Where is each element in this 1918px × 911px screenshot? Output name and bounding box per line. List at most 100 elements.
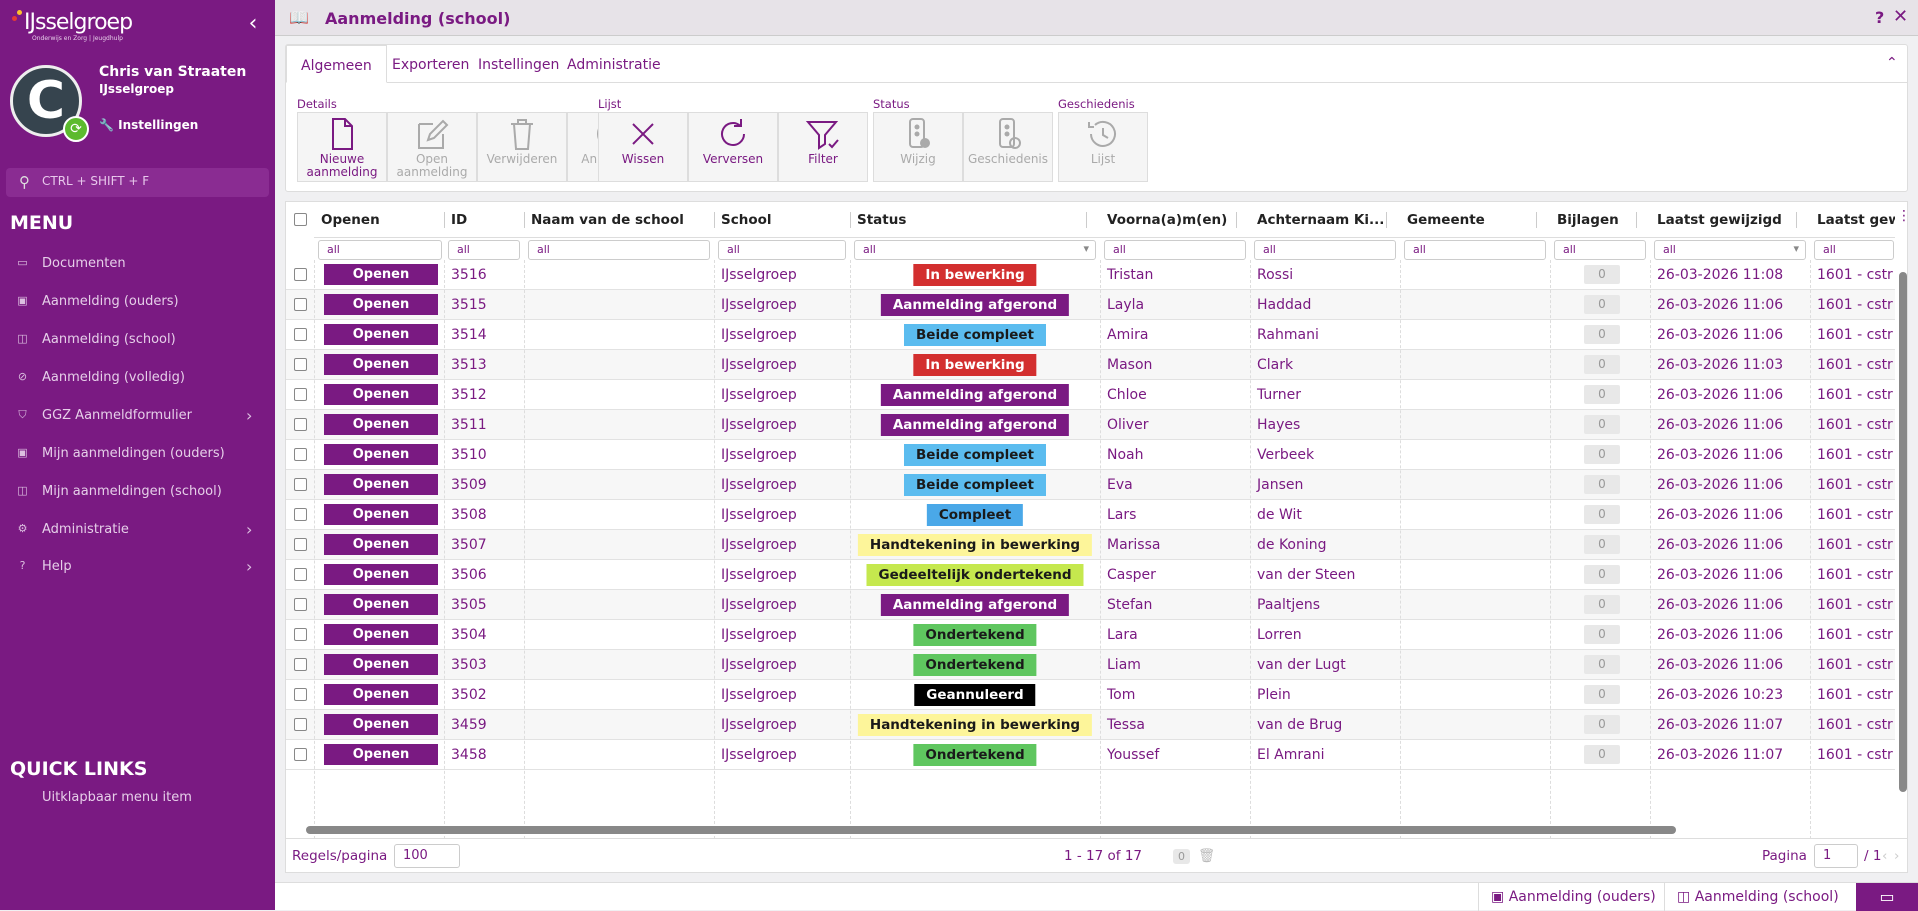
sidebar-item-aanmelding-school[interactable]: ◫ Aanmelding (school) xyxy=(0,322,275,358)
open-row-button[interactable]: Openen xyxy=(324,534,438,555)
column-header-openen[interactable]: Openen xyxy=(314,202,444,238)
open-row-button[interactable]: Openen xyxy=(324,414,438,435)
tab-administratie[interactable]: Administratie xyxy=(567,57,661,73)
avatar[interactable]: C xyxy=(10,65,82,137)
filter-laatst-gewijzigd[interactable]: all ▾ xyxy=(1654,240,1806,260)
change-status-button[interactable]: Wijzig xyxy=(873,112,963,182)
collapse-sidebar-chevron-icon[interactable]: ‹ xyxy=(248,11,258,36)
filter-laatst-gew[interactable]: all xyxy=(1814,240,1894,260)
filter-id[interactable]: all xyxy=(448,240,520,260)
filter-gemeente[interactable]: all xyxy=(1404,240,1546,260)
history-list-button[interactable]: Lijst xyxy=(1058,112,1148,182)
table-row[interactable]: Openen 3504 IJsselgroep Ondertekend Lara Lorr… xyxy=(286,620,1895,650)
filter-button[interactable]: Filter xyxy=(778,112,868,182)
open-row-button[interactable]: Openen xyxy=(324,744,438,765)
column-header-voornaam[interactable]: Voorna(a)m(en) xyxy=(1100,202,1250,238)
filter-school[interactable]: all xyxy=(718,240,846,260)
open-row-button[interactable]: Openen xyxy=(324,264,438,285)
row-checkbox[interactable] xyxy=(294,478,307,491)
bottom-tab-aanmelding-school[interactable]: ◫ Aanmelding (school) xyxy=(1664,883,1851,911)
tab-algemeen[interactable]: Algemeen xyxy=(286,45,387,83)
row-checkbox[interactable] xyxy=(294,628,307,641)
column-header-bijlagen[interactable]: Bijlagen xyxy=(1550,202,1650,238)
settings-link[interactable]: 🔧 Instellingen xyxy=(99,118,198,132)
open-row-button[interactable]: Openen xyxy=(324,654,438,675)
help-button[interactable]: ? xyxy=(1875,8,1885,27)
open-row-button[interactable]: Openen xyxy=(324,504,438,525)
filter-status[interactable]: all ▾ xyxy=(854,240,1096,260)
table-row[interactable]: Openen 3505 IJsselgroep Aanmelding afgerond… xyxy=(286,590,1895,620)
select-all-checkbox[interactable] xyxy=(294,213,307,226)
filter-naam-school[interactable]: all xyxy=(528,240,710,260)
collapse-ribbon-icon[interactable]: ⌃ xyxy=(1886,55,1898,71)
refresh-button[interactable]: Verversen xyxy=(688,112,778,182)
filter-achternaam[interactable]: all xyxy=(1254,240,1396,260)
column-header-id[interactable]: ID xyxy=(444,202,524,238)
row-checkbox[interactable] xyxy=(294,538,307,551)
table-row[interactable]: Openen 3507 IJsselgroep Handtekening in bew… xyxy=(286,530,1895,560)
table-row[interactable]: Openen 3458 IJsselgroep Ondertekend Youssef E… xyxy=(286,740,1895,770)
table-row[interactable]: Openen 3509 IJsselgroep Beide compleet Eva Ja… xyxy=(286,470,1895,500)
sidebar-item-mijn-aanmeldingen-school[interactable]: ◫ Mijn aanmeldingen (school) xyxy=(0,474,275,510)
logo[interactable]: IJsselgroep Onderwijs en Zorg | Jeugdhul… xyxy=(8,6,133,44)
column-header-school[interactable]: School xyxy=(714,202,850,238)
row-checkbox[interactable] xyxy=(294,568,307,581)
table-row[interactable]: Openen 3510 IJsselgroep Beide compleet Noah V… xyxy=(286,440,1895,470)
table-row[interactable]: Openen 3503 IJsselgroep Ondertekend Liam van … xyxy=(286,650,1895,680)
column-header-laatst-gewijzigd[interactable]: Laatst gewijzigd xyxy=(1650,202,1810,238)
row-checkbox[interactable] xyxy=(294,748,307,761)
filter-bijlagen[interactable]: all xyxy=(1554,240,1646,260)
row-checkbox[interactable] xyxy=(294,418,307,431)
row-checkbox[interactable] xyxy=(294,598,307,611)
row-checkbox[interactable] xyxy=(294,328,307,341)
table-row[interactable]: Openen 3502 IJsselgroep Geannuleerd Tom Plein… xyxy=(286,680,1895,710)
page-input[interactable]: 1 xyxy=(1814,844,1858,868)
open-row-button[interactable]: Openen xyxy=(324,594,438,615)
trash-icon[interactable]: 🗑 xyxy=(1198,848,1216,864)
open-row-button[interactable]: Openen xyxy=(324,324,438,345)
open-row-button[interactable]: Openen xyxy=(324,624,438,645)
table-row[interactable]: Openen 3514 IJsselgroep Beide compleet Amira… xyxy=(286,320,1895,350)
sidebar-item-documenten[interactable]: ▭ Documenten xyxy=(0,246,275,282)
sidebar-item-help[interactable]: ? Help › xyxy=(0,549,275,585)
tab-instellingen[interactable]: Instellingen xyxy=(478,57,560,73)
row-checkbox[interactable] xyxy=(294,448,307,461)
row-checkbox[interactable] xyxy=(294,718,307,731)
column-header-naam-school[interactable]: Naam van de school xyxy=(524,202,714,238)
row-checkbox[interactable] xyxy=(294,688,307,701)
monitor-icon[interactable]: ▭ xyxy=(1856,883,1918,911)
prev-page-icon[interactable]: ‹ xyxy=(1882,848,1888,864)
column-header-laatst-gew[interactable]: Laatst gew xyxy=(1810,202,1895,238)
table-row[interactable]: Openen 3512 IJsselgroep Aanmelding afgerond… xyxy=(286,380,1895,410)
table-row[interactable]: Openen 3515 IJsselgroep Aanmelding afgerond… xyxy=(286,290,1895,320)
column-header-gemeente[interactable]: Gemeente xyxy=(1400,202,1550,238)
sidebar-item-ggz[interactable]: ⛉ GGZ Aanmeldformulier › xyxy=(0,398,275,434)
clear-button[interactable]: Wissen xyxy=(598,112,688,182)
column-menu-icon[interactable]: ⋮ xyxy=(1897,208,1911,224)
row-checkbox[interactable] xyxy=(294,358,307,371)
close-button[interactable]: ✕ xyxy=(1893,6,1909,27)
vertical-scrollbar[interactable] xyxy=(1899,272,1907,792)
table-row[interactable]: Openen 3506 IJsselgroep Gedeeltelijk ondert… xyxy=(286,560,1895,590)
next-page-icon[interactable]: › xyxy=(1894,848,1900,864)
column-header-achternaam[interactable]: Achternaam Ki... xyxy=(1250,202,1400,238)
row-checkbox[interactable] xyxy=(294,508,307,521)
open-row-button[interactable]: Openen xyxy=(324,294,438,315)
bottom-tab-aanmelding-ouders[interactable]: ▣ Aanmelding (ouders) xyxy=(1478,883,1668,911)
open-row-button[interactable]: Openen xyxy=(324,714,438,735)
sidebar-item-mijn-aanmeldingen-ouders[interactable]: ▣ Mijn aanmeldingen (ouders) xyxy=(0,436,275,472)
table-row[interactable]: Openen 3459 IJsselgroep Handtekening in bew… xyxy=(286,710,1895,740)
sync-icon[interactable]: ⟳ xyxy=(63,116,89,142)
sidebar-item-aanmelding-ouders[interactable]: ▣ Aanmelding (ouders) xyxy=(0,284,275,320)
table-row[interactable]: Openen 3516 IJsselgroep In bewerking Tristan… xyxy=(286,260,1895,290)
column-header-status[interactable]: Status xyxy=(850,202,1100,238)
row-checkbox[interactable] xyxy=(294,388,307,401)
new-registration-button[interactable]: Nieuwe aanmelding xyxy=(297,112,387,182)
rows-per-page-input[interactable]: 100 xyxy=(394,844,460,868)
open-row-button[interactable]: Openen xyxy=(324,684,438,705)
open-row-button[interactable]: Openen xyxy=(324,384,438,405)
quick-link-item[interactable]: Uitklapbaar menu item xyxy=(42,790,192,805)
filter-voornaam[interactable]: all xyxy=(1104,240,1246,260)
filter-openen[interactable]: all xyxy=(318,240,442,260)
row-checkbox[interactable] xyxy=(294,658,307,671)
